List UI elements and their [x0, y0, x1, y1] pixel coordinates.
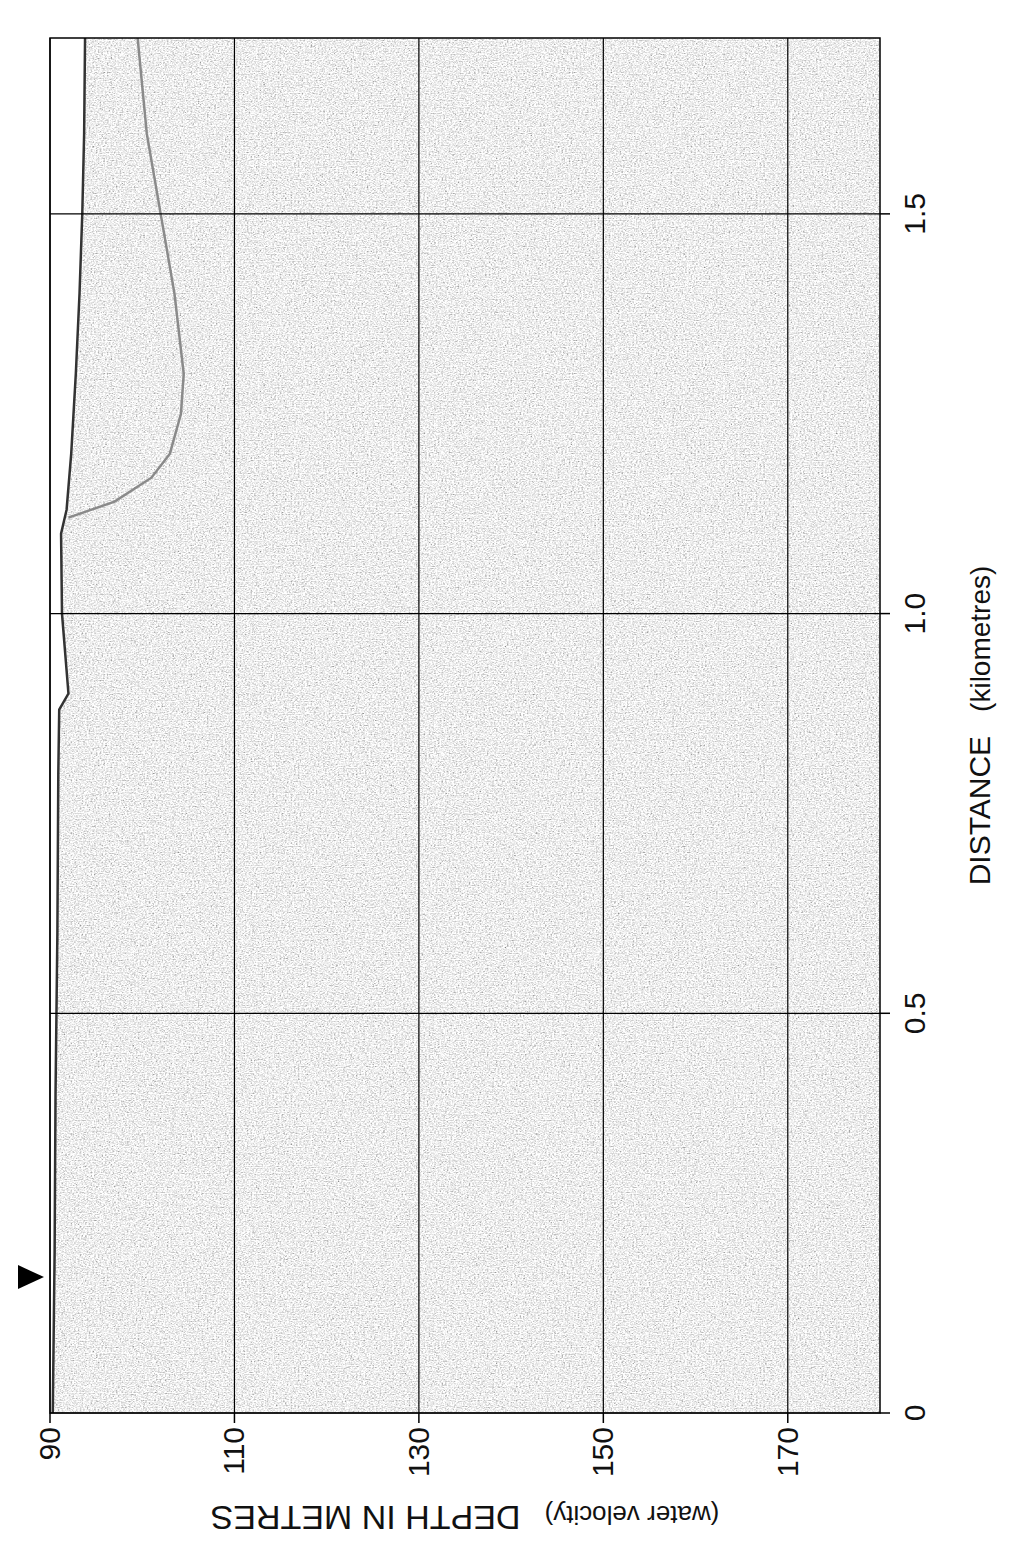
- tick-label-y: 170: [771, 1427, 804, 1477]
- tick-y: [787, 1413, 789, 1423]
- tick-label-x: 1.0: [898, 593, 931, 635]
- tick-x: [880, 213, 890, 215]
- y-axis-title: (water velocity) DEPTH IN METRES: [211, 1499, 720, 1537]
- tick-x: [880, 613, 890, 615]
- x-axis-title: DISTANCE (kilometres): [963, 566, 996, 886]
- reflector-line: [68, 38, 183, 518]
- grid-line-y: [234, 38, 235, 1413]
- seabed-line: [53, 38, 85, 1413]
- chart: 90 110 130 150 170 0 0.5 1.0 1.5 DISTANCE (kilomet…: [0, 0, 1023, 1543]
- tick-y: [234, 1413, 236, 1423]
- tick-y: [603, 1413, 605, 1423]
- y-unit: (water velocity): [544, 1500, 719, 1530]
- tick-label-x: 0: [898, 1405, 931, 1422]
- grid-line-x: [50, 613, 880, 614]
- tick-y: [49, 1413, 51, 1423]
- grid-line-y: [603, 38, 604, 1413]
- plot-frame: [50, 38, 880, 1413]
- tick-y: [418, 1413, 420, 1423]
- x-unit: (kilometres): [965, 566, 996, 712]
- shot-marker: [18, 1265, 44, 1289]
- y-title: DEPTH IN METRES: [211, 1499, 521, 1537]
- tick-label-y: 150: [586, 1427, 619, 1477]
- tick-x: [880, 1412, 890, 1414]
- tick-label-x: 1.5: [898, 193, 931, 235]
- tick-x: [880, 1013, 890, 1015]
- tick-label-y: 130: [402, 1427, 435, 1477]
- x-title: DISTANCE: [963, 736, 996, 885]
- tick-label-y: 90: [33, 1427, 66, 1460]
- grid-line-x: [50, 1013, 880, 1014]
- grid-line-x: [50, 213, 880, 214]
- grid-line-y: [787, 38, 788, 1413]
- water-column: [50, 38, 85, 1413]
- plot-area: [50, 38, 880, 1413]
- grid-line-y: [418, 38, 419, 1413]
- rotated-figure: 90 110 130 150 170 0 0.5 1.0 1.5 DISTANCE (kilomet…: [0, 0, 1023, 1543]
- sediment-texture: [50, 38, 880, 1413]
- tick-label-x: 0.5: [898, 992, 931, 1034]
- tick-label-y: 110: [217, 1427, 250, 1475]
